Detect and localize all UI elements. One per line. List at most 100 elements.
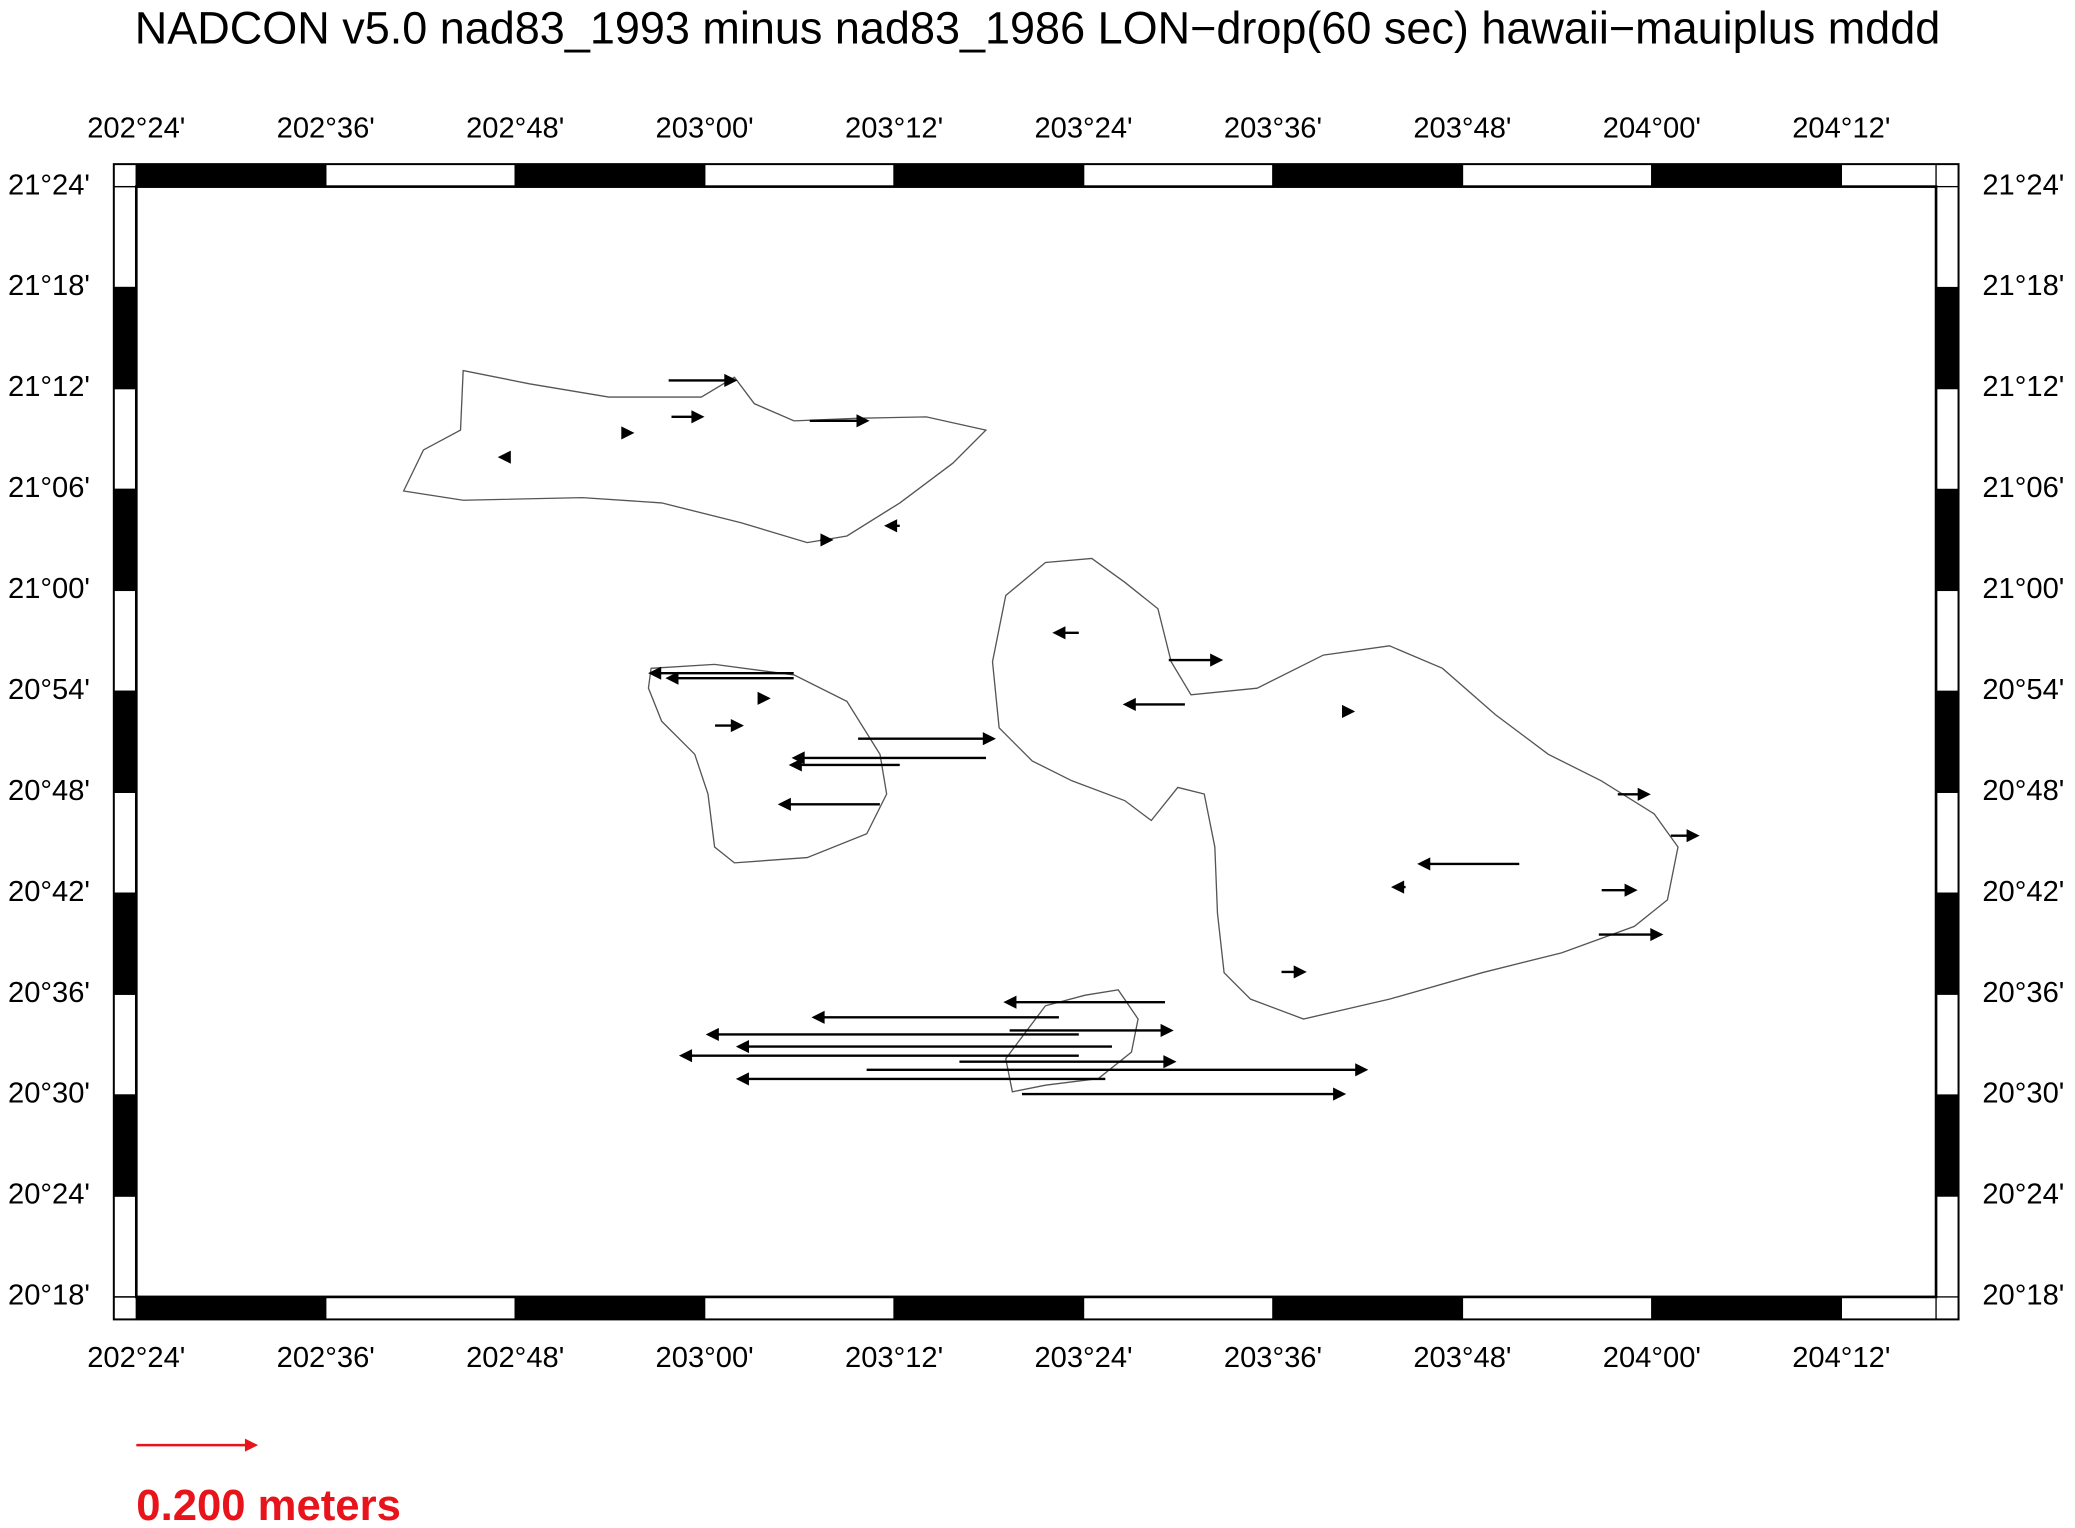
border-segment [893,1296,1085,1321]
displacement-arrow [1122,697,1185,711]
border-segment [113,387,137,491]
displacement-arrow [735,1040,1112,1054]
x-tick-label: 203°24' [1034,112,1132,144]
displacement-arrow [1601,883,1638,897]
y-tick-label: 20°42' [1982,876,2064,908]
border-segment [1840,1296,1937,1321]
border-segment [893,163,1085,188]
x-tick-label: 204°00' [1603,1342,1701,1374]
x-tick-label: 204°12' [1792,112,1890,144]
border-segment [1272,1296,1464,1321]
border-segment [113,993,137,1096]
border-segment [113,488,137,592]
border-segment [1272,163,1464,188]
border-segment [1935,690,1960,793]
x-tick-label: 202°48' [466,112,564,144]
y-tick-label: 20°36' [8,977,90,1009]
border-segment [113,892,137,995]
displacement-arrow [1168,653,1224,667]
maui [991,557,1679,1020]
displacement-arrow [884,519,900,533]
border-segment [1935,286,1960,390]
border-segment [135,1296,327,1321]
x-tick-label: 202°48' [466,1342,564,1374]
border-segment [1461,1296,1653,1321]
displacement-arrow [866,1063,1369,1077]
y-tick-label: 20°48' [8,775,90,807]
y-tick-label: 20°30' [8,1078,90,1110]
y-tick-label: 20°48' [1982,775,2064,807]
border-segment [1935,993,1960,1096]
arrows [497,373,1700,1101]
displacement-arrow [788,758,900,772]
displacement-arrow [959,1055,1177,1069]
border-segment [1461,163,1653,188]
y-tick-label: 20°18' [1982,1280,2064,1312]
displacement-arrow [705,1027,1079,1042]
border-segment [514,1296,706,1321]
border-segment [1082,1296,1274,1321]
border-segment [325,1296,516,1321]
border-segment [113,1094,137,1197]
border-segment [1935,1094,1960,1197]
y-tick-label: 21°06' [8,472,90,504]
border-segment [1935,185,1960,289]
displacement-arrow [1009,1023,1174,1038]
displacement-arrow [1021,1087,1347,1101]
lanai [647,663,888,864]
border-segment [113,791,137,894]
y-tick-label: 20°24' [8,1179,90,1211]
displacement-arrow [1391,880,1406,894]
border-segment [1840,163,1937,188]
y-tick-label: 20°24' [1982,1179,2064,1211]
border-segment [1935,589,1960,692]
border-segment [514,163,706,188]
coastlines [402,369,1679,1093]
displacement-arrow [1417,857,1520,871]
border-segment [135,163,327,188]
y-tick-label: 21°24' [1982,169,2064,201]
x-tick-label: 203°12' [845,112,943,144]
y-tick-label: 21°12' [8,371,90,403]
displacement-arrow [811,1010,1059,1024]
displacement-arrow [648,666,794,680]
map-title: NADCON v5.0 nad83_1993 minus nad83_1986 … [135,3,1940,54]
molokai [402,369,988,544]
displacement-arrow [1052,626,1079,640]
y-tick-label: 20°18' [8,1280,90,1312]
x-tick-label: 203°00' [656,112,754,144]
y-tick-label: 20°30' [1982,1078,2064,1110]
y-tick-label: 20°54' [8,674,90,706]
y-tick-label: 20°42' [8,876,90,908]
border-segment [1935,387,1960,491]
displacement-arrow [1281,965,1307,979]
border-segment [703,163,895,188]
plot-frame [134,185,1938,1299]
border-segment [703,1296,895,1321]
x-tick-label: 203°24' [1034,1342,1132,1374]
x-tick-label: 202°24' [87,1342,185,1374]
displacement-arrow [1617,787,1651,801]
y-tick-label: 21°24' [8,169,90,201]
displacement-arrow [1003,995,1166,1009]
border-segment [1082,163,1274,188]
displacement-arrow [671,410,705,424]
border-segment [1935,791,1960,894]
x-tick-label: 202°24' [87,112,185,144]
border-segment [1935,488,1960,592]
displacement-arrow [809,414,870,428]
displacement-arrow [1342,704,1356,719]
y-tick-label: 20°36' [1982,977,2064,1009]
border-segment [1935,1195,1960,1298]
border-segment [325,163,516,188]
border-segment [113,589,137,692]
y-tick-label: 21°12' [1982,371,2064,403]
displacement-arrow [735,1072,1106,1086]
border-segment [1651,163,1842,188]
displacement-arrow [668,373,738,387]
displacement-arrow [777,797,880,811]
displacement-arrow [1670,829,1700,843]
x-tick-label: 204°00' [1603,112,1701,144]
y-tick-label: 21°06' [1982,472,2064,504]
